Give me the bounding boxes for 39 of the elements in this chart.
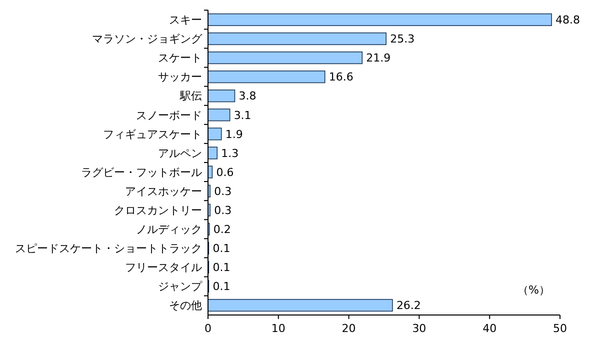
- data-label: 0.1: [212, 280, 230, 294]
- y-tick-label: マラソン・ジョギング: [92, 32, 203, 46]
- annotation: （%）: [518, 283, 550, 296]
- data-label: 25.3: [390, 32, 415, 46]
- y-tick-label: アルペン: [158, 146, 202, 160]
- data-label: 0.1: [212, 261, 230, 274]
- y-tick-label: ジャンプ: [158, 280, 203, 294]
- x-tick-label: 10: [271, 322, 286, 335]
- y-tick-label: フリースタイル: [125, 261, 202, 274]
- data-label: 1.3: [221, 146, 239, 160]
- y-tick-label: その他: [169, 299, 202, 312]
- data-label: 1.9: [225, 128, 243, 141]
- data-label: 0.2: [213, 222, 231, 236]
- y-tick-label: アイスホッケー: [125, 184, 202, 198]
- y-tick-label: スケート: [158, 52, 202, 65]
- data-label: 21.9: [366, 52, 391, 65]
- y-tick-label: スノーボード: [136, 108, 202, 122]
- data-label: 0.6: [216, 166, 234, 179]
- x-tick-label: 30: [412, 322, 426, 335]
- data-label: 0.1: [212, 242, 230, 256]
- y-tick-label: クロスカントリー: [114, 204, 202, 217]
- y-tick-label: ラグビー・フットボール: [81, 166, 202, 179]
- data-label: 16.6: [328, 70, 354, 84]
- x-tick-label: 50: [553, 322, 567, 335]
- data-label: 0.3: [214, 184, 232, 198]
- x-tick-label: 0: [204, 322, 212, 335]
- y-tick-label: スピードスケート・ショートトラック: [15, 242, 202, 256]
- data-label: 0.3: [214, 204, 232, 217]
- data-label: 48.8: [556, 14, 580, 27]
- y-tick-label: サッカー: [158, 70, 202, 84]
- data-label: 26.2: [396, 299, 421, 312]
- data-label: 3.1: [234, 108, 252, 122]
- x-tick-label: 20: [342, 322, 356, 335]
- y-tick-label: フィギュアスケート: [103, 128, 202, 141]
- y-tick-label: 駅伝: [179, 90, 202, 103]
- y-tick-label: スキー: [169, 14, 202, 27]
- data-label: 3.8: [238, 90, 256, 103]
- y-tick-label: ノルディック: [136, 222, 202, 236]
- x-tick-label: 40: [482, 322, 497, 335]
